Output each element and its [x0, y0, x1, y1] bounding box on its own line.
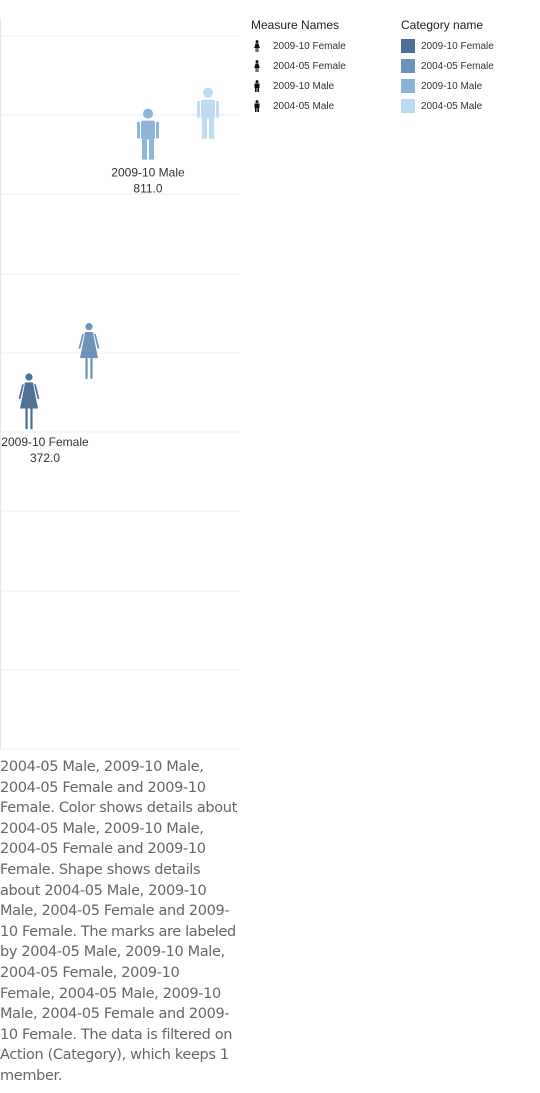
color-legend-label: 2009-10 Female: [421, 40, 494, 52]
shape-legend-item[interactable]: 2004-05 Female: [251, 56, 346, 76]
mark-2009-10-female[interactable]: [18, 373, 40, 430]
color-swatch: [401, 39, 415, 53]
gridlines: [0, 18, 240, 750]
color-legend-item[interactable]: 2009-10 Female: [401, 36, 494, 56]
mark-2009-10-male[interactable]: [137, 108, 159, 160]
mark-value-label: 372.0: [30, 451, 60, 465]
female-icon: [251, 59, 263, 73]
color-legend-label: 2004-05 Male: [421, 100, 483, 112]
color-swatch: [401, 59, 415, 73]
female-icon: [251, 39, 263, 53]
shape-legend-item[interactable]: 2009-10 Male: [251, 76, 346, 96]
color-legend-item[interactable]: 2004-05 Male: [401, 96, 494, 116]
color-legend-label: 2004-05 Female: [421, 60, 494, 72]
chart-plot-area: 2009-10 Female 372.0 2009-10 Male 811.0: [0, 18, 240, 750]
mark-value-label: 811.0: [133, 182, 162, 196]
shape-legend-label: 2004-05 Male: [273, 100, 335, 112]
color-swatch: [401, 99, 415, 113]
shape-legend: Measure Names 2009-10 Female 2004-05 Fema…: [251, 18, 346, 116]
male-icon: [251, 99, 263, 113]
chart-marks: 2009-10 Female 372.0 2009-10 Male 811.0: [1, 87, 219, 465]
color-legend-title: Category name: [401, 18, 484, 32]
shape-legend-label: 2009-10 Male: [273, 80, 335, 92]
chart-caption: 2004-05 Male, 2009-10 Male, 2004-05 Fema…: [0, 759, 237, 1084]
male-icon: [251, 79, 263, 93]
color-legend-label: 2009-10 Male: [421, 80, 483, 92]
color-swatch: [401, 79, 415, 93]
mark-2004-05-female[interactable]: [78, 323, 100, 379]
shape-legend-title: Measure Names: [251, 18, 340, 32]
color-legend-item[interactable]: 2009-10 Male: [401, 76, 494, 96]
mark-label: 2009-10 Female: [1, 435, 89, 449]
color-legend: Category name 2009-10 Female 2004-05 Fema…: [401, 18, 494, 116]
mark-label: 2009-10 Male: [111, 166, 185, 180]
shape-legend-item[interactable]: 2009-10 Female: [251, 36, 346, 56]
shape-legend-label: 2009-10 Female: [273, 40, 346, 52]
mark-2004-05-male[interactable]: [197, 87, 219, 139]
color-legend-item[interactable]: 2004-05 Female: [401, 56, 494, 76]
shape-legend-label: 2004-05 Female: [273, 60, 346, 72]
shape-legend-item[interactable]: 2004-05 Male: [251, 96, 346, 116]
